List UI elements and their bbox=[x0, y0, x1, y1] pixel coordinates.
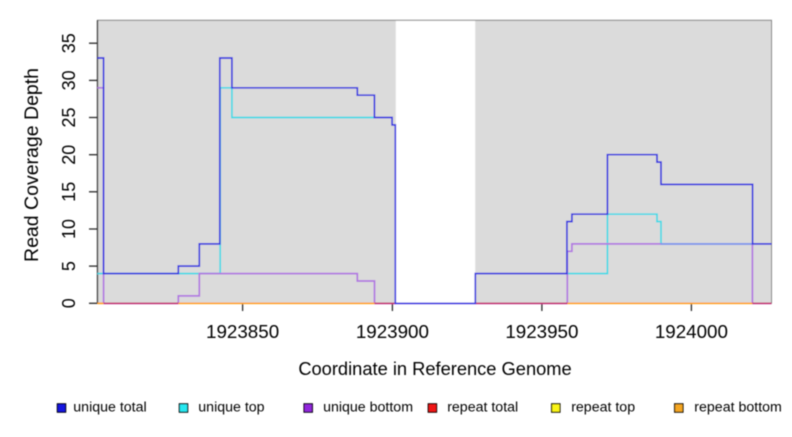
svg-text:unique top: unique top bbox=[198, 400, 264, 416]
svg-text:25: 25 bbox=[59, 107, 79, 127]
svg-text:30: 30 bbox=[59, 70, 79, 90]
svg-text:Coordinate in Reference Genome: Coordinate in Reference Genome bbox=[298, 358, 571, 379]
svg-text:1923900: 1923900 bbox=[356, 321, 429, 342]
svg-text:20: 20 bbox=[59, 145, 79, 165]
svg-text:0: 0 bbox=[59, 298, 79, 308]
svg-text:repeat bottom: repeat bottom bbox=[694, 400, 782, 416]
svg-text:unique total: unique total bbox=[73, 400, 146, 416]
svg-text:5: 5 bbox=[59, 261, 79, 271]
svg-text:15: 15 bbox=[59, 182, 79, 202]
svg-text:1923850: 1923850 bbox=[206, 321, 279, 342]
svg-text:1923950: 1923950 bbox=[505, 321, 578, 342]
svg-text:35: 35 bbox=[59, 33, 79, 53]
svg-text:1924000: 1924000 bbox=[655, 321, 728, 342]
svg-text:repeat top: repeat top bbox=[571, 400, 635, 416]
svg-text:10: 10 bbox=[59, 219, 79, 239]
svg-text:Read Coverage Depth: Read Coverage Depth bbox=[21, 68, 43, 262]
svg-text:repeat total: repeat total bbox=[447, 400, 518, 416]
svg-text:unique bottom: unique bottom bbox=[323, 400, 413, 416]
